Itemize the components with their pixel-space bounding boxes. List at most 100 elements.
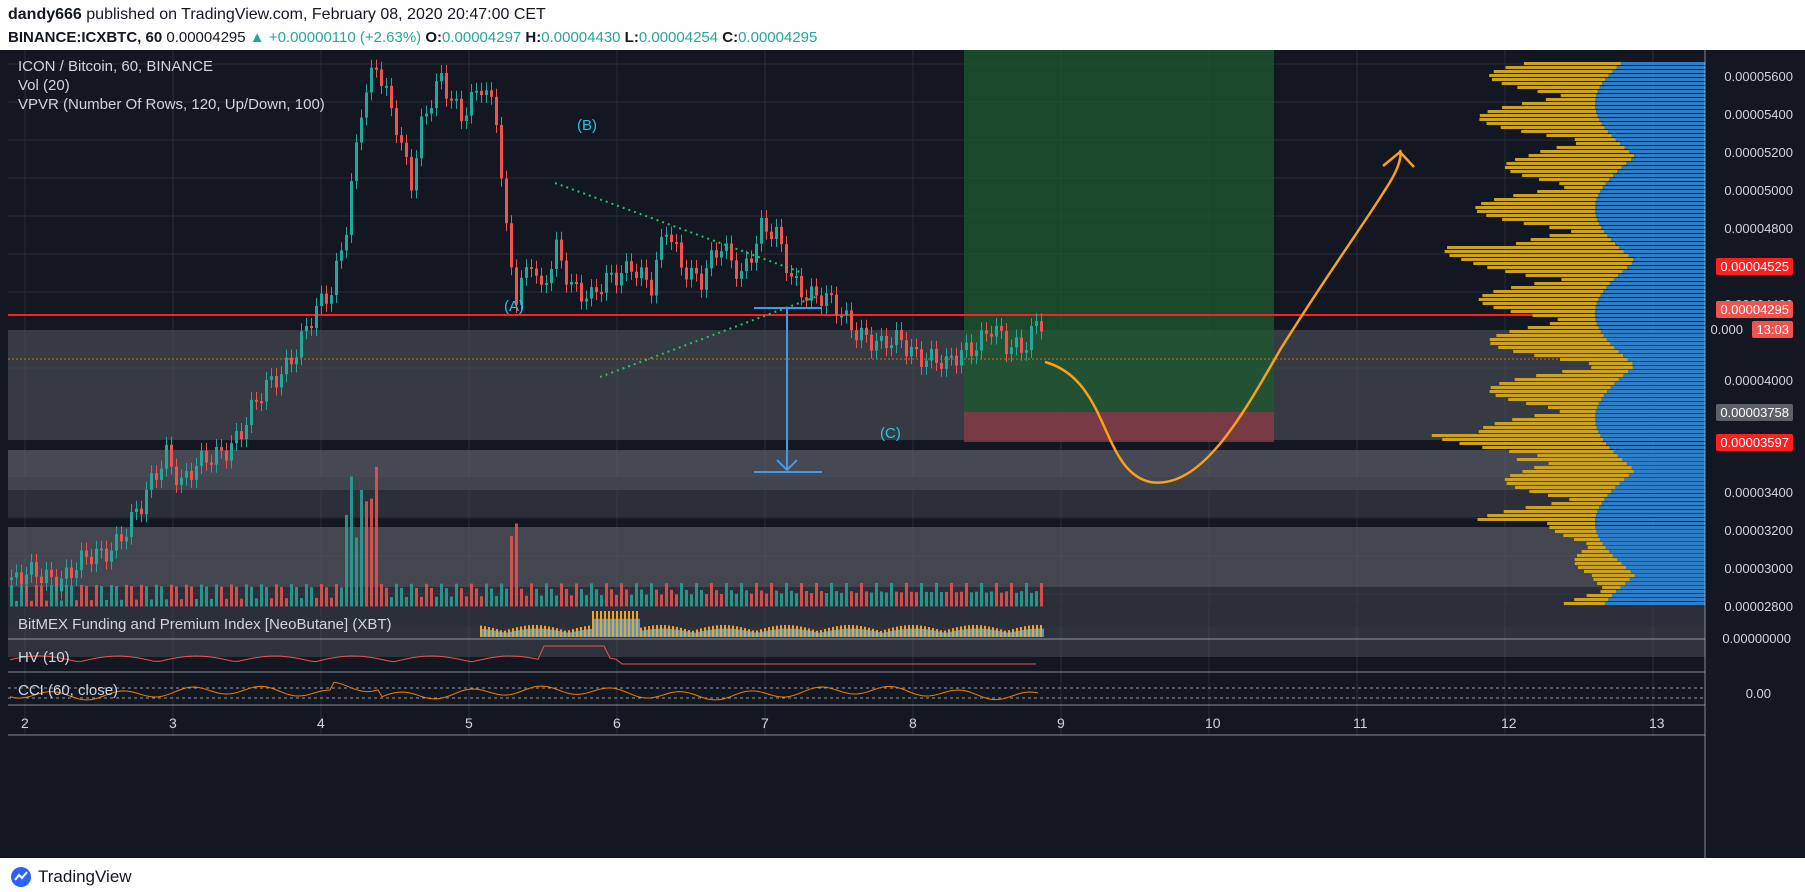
funding-bar-blue [914, 628, 916, 637]
vpvr-down-bar [1528, 154, 1635, 157]
funding-bar-blue [926, 629, 928, 637]
tradingview-brand: TradingView [38, 867, 132, 886]
funding-bar-blue [598, 618, 600, 637]
candle-body [175, 466, 178, 485]
wave-label-b[interactable]: (B) [577, 117, 597, 134]
candle-body [390, 85, 393, 109]
funding-bar-orange [684, 628, 686, 637]
candle-body [725, 243, 728, 252]
vpvr-down-bar [1486, 214, 1596, 217]
candle-body [550, 268, 553, 284]
funding-bar-blue [750, 631, 752, 637]
vpvr-down-bar [1600, 590, 1617, 593]
vpvr-down-bar [1483, 426, 1597, 429]
wave-label-a[interactable]: (A) [504, 298, 524, 315]
chart-canvas[interactable] [0, 50, 1805, 858]
funding-bar-blue [942, 632, 944, 637]
candle-body [495, 96, 498, 126]
candle-body [195, 465, 198, 480]
author-name[interactable]: dandy666 [8, 6, 82, 23]
vpvr-down-bar [1495, 394, 1604, 397]
funding-bar-orange [524, 625, 526, 637]
funding-bar-blue [970, 628, 972, 637]
volume-bar [745, 590, 748, 607]
funding-bar-blue [886, 631, 888, 637]
volume-legend[interactable]: Vol (20) [18, 77, 70, 94]
funding-bar-blue [782, 628, 784, 637]
funding-bar-blue [762, 631, 764, 637]
vpvr-up-bar [1601, 122, 1705, 125]
candle-body [920, 349, 923, 367]
stop-zone[interactable] [964, 412, 1274, 442]
wave-label-c[interactable]: (C) [880, 425, 901, 442]
vpvr-up-bar [1602, 186, 1705, 189]
volume-bar [700, 590, 703, 607]
funding-bar-orange [724, 625, 726, 637]
candle-body [100, 548, 103, 551]
vpvr-up-bar [1598, 430, 1705, 433]
vpvr-down-bar [1509, 450, 1614, 453]
projection-arrow-icon [1382, 150, 1415, 168]
funding-bar-blue [946, 632, 948, 637]
funding-bar-blue [666, 628, 668, 637]
funding-bar-blue [746, 630, 748, 637]
projection-path[interactable] [1044, 149, 1402, 484]
candle-body [160, 468, 163, 480]
candle-body [595, 287, 598, 293]
vpvr-down-bar [1527, 326, 1599, 329]
vpvr-down-bar [1512, 418, 1596, 421]
vpvr-up-bar [1631, 262, 1705, 265]
funding-bar-blue [1010, 632, 1012, 637]
chart-area[interactable]: ICON / Bitcoin, 60, BINANCE Vol (20) VPV… [0, 50, 1805, 858]
vpvr-up-bar [1621, 562, 1705, 565]
candle-body [505, 178, 508, 224]
volume-bar [735, 593, 738, 607]
gray-zone-3 [8, 477, 1705, 517]
vpvr-down-bar [1489, 74, 1609, 77]
triangle-lower-line[interactable] [599, 295, 819, 378]
candle-body [150, 473, 153, 490]
vpvr-up-bar [1600, 330, 1705, 333]
volume-bar [635, 583, 638, 607]
funding-bar-orange [752, 630, 754, 637]
vpvr-down-bar [1447, 246, 1620, 249]
candle-body [40, 576, 43, 584]
funding-bar-blue [930, 630, 932, 637]
volume-bar [190, 586, 193, 607]
vpvr-down-bar [1574, 562, 1622, 565]
vpvr-up-bar [1598, 194, 1705, 197]
volume-bar [630, 594, 633, 607]
vpvr-up-bar [1627, 266, 1705, 269]
vpvr-up-bar [1618, 350, 1705, 353]
hv-legend[interactable]: HV (10) [18, 649, 70, 666]
volume-bar [900, 592, 903, 607]
chart-title[interactable]: ICON / Bitcoin, 60, BINANCE [18, 58, 214, 75]
volume-bar [960, 591, 963, 607]
candle-body [925, 360, 928, 367]
triangle-upper-line[interactable] [554, 182, 801, 273]
volume-bar [875, 583, 878, 607]
funding-bar-blue [502, 632, 504, 637]
vpvr-up-bar [1598, 402, 1705, 405]
candle-body [305, 326, 308, 332]
cci-legend[interactable]: CCI (60, close) [18, 682, 119, 699]
bitmex-legend[interactable]: BitMEX Funding and Premium Index [NeoBut… [18, 616, 392, 633]
vpvr-up-bar [1634, 154, 1705, 157]
candle-body [535, 268, 538, 276]
candle-body [615, 272, 618, 286]
volume-bar [195, 599, 198, 607]
tradingview-logo[interactable]: TradingView [10, 866, 132, 888]
funding-bar-orange [712, 625, 714, 637]
vpvr-up-bar [1633, 258, 1705, 261]
funding-bar-orange [572, 629, 574, 637]
vpvr-up-bar [1612, 70, 1705, 73]
funding-bar-blue [906, 628, 908, 637]
volume-bar [185, 584, 188, 607]
target-zone[interactable] [964, 50, 1274, 412]
vpvr-up-bar [1599, 538, 1705, 541]
vpvr-down-bar [1561, 278, 1614, 281]
volume-bar [640, 589, 643, 607]
vpvr-legend[interactable]: VPVR (Number Of Rows, 120, Up/Down, 100) [18, 96, 325, 113]
vpvr-up-bar [1613, 450, 1705, 453]
volume-bar [1010, 583, 1013, 607]
